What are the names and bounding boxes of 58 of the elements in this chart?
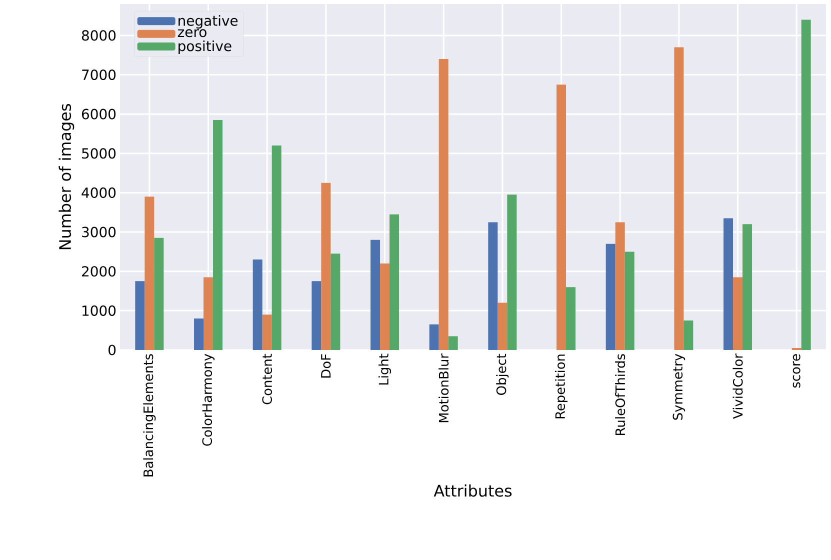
bar [624, 252, 634, 350]
y-tick-label: 4000 [82, 187, 116, 198]
x-tick-label: DoF [321, 354, 331, 378]
bar [370, 240, 380, 350]
bar [724, 218, 734, 350]
y-tick-label: 0 [108, 344, 116, 356]
bar [448, 336, 458, 350]
legend-label: zero [178, 29, 206, 38]
x-tick-label: Content [262, 354, 272, 404]
bar [674, 47, 684, 350]
bar [733, 277, 743, 350]
bar [498, 302, 508, 350]
bar [556, 84, 566, 350]
bar [262, 314, 272, 350]
y-tick-label: 6000 [82, 108, 116, 120]
bar [507, 194, 517, 350]
y-tick-label: 1000 [82, 305, 116, 316]
x-tick-label: ColorHarmony [202, 354, 215, 446]
y-axis-title: Number of images [58, 104, 74, 250]
bar [429, 324, 439, 350]
bar [684, 320, 694, 350]
bar [252, 260, 262, 350]
bar [742, 224, 752, 350]
y-tick-label: 3000 [82, 226, 116, 238]
x-tick-label: VividColor [732, 353, 743, 419]
bar [144, 196, 154, 350]
bar [213, 120, 223, 350]
x-tick-label: Light [378, 354, 392, 385]
x-tick-label: RuleOfThirds [615, 354, 626, 435]
x-tick-label: Object [496, 354, 509, 395]
bar [615, 222, 625, 350]
y-tick-label: 5000 [82, 148, 116, 159]
legend-label: negative [178, 15, 238, 29]
bar [135, 281, 145, 350]
bar [312, 281, 322, 350]
x-tick-label: Symmetry [672, 354, 686, 420]
bar [606, 244, 616, 350]
bar [438, 59, 448, 350]
y-tick-label: 8000 [82, 30, 116, 41]
bar [154, 238, 164, 350]
bar [380, 263, 390, 350]
x-tick-label: BalancingElements [143, 354, 156, 476]
bar [801, 20, 811, 350]
legend-label: positive [178, 40, 232, 54]
bar [272, 146, 282, 350]
bar [488, 222, 498, 350]
bar [204, 277, 214, 350]
y-tick-label: 7000 [82, 69, 116, 80]
x-axis-title: Attributes [434, 484, 512, 497]
bar [390, 214, 400, 350]
x-tick-label: score [792, 354, 800, 388]
y-tick-label: 2000 [82, 266, 116, 277]
bar [194, 318, 204, 350]
bar [566, 287, 576, 350]
x-tick-label: MotionBlur [438, 353, 449, 422]
bar [321, 182, 331, 350]
bar [330, 254, 340, 350]
x-tick-label: Repetition [554, 354, 568, 418]
